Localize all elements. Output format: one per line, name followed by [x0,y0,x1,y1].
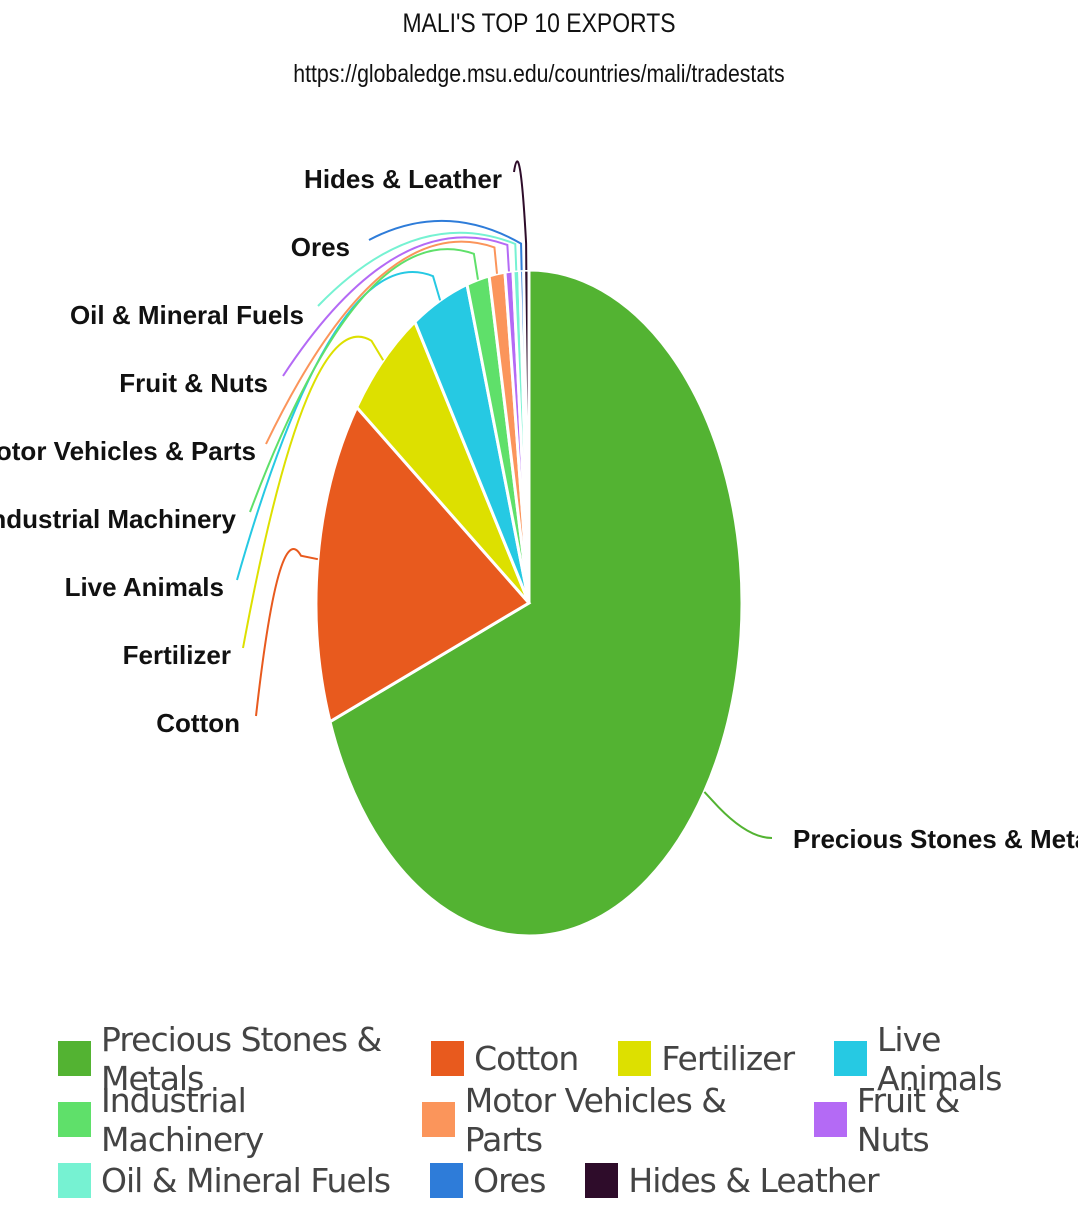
legend-label: Ores [473,1161,546,1200]
slice-label: Industrial Machinery [0,504,237,534]
slice-label: Oil & Mineral Fuels [70,300,304,330]
connector-line [703,791,773,839]
legend-item[interactable]: Cotton [431,1039,579,1078]
legend-item[interactable]: Oil & Mineral Fuels [58,1161,391,1200]
legend-swatch [813,1102,847,1137]
connector-line [317,231,518,307]
legend-swatch [430,1163,464,1198]
legend-item[interactable]: Industrial Machinery [58,1081,382,1159]
legend-swatch [431,1041,465,1076]
connector-line [249,248,479,513]
connector-line [513,160,528,271]
connector-line [282,236,510,377]
slice-label: Live Animals [65,572,224,602]
legend-item[interactable]: Hides & Leather [585,1161,880,1200]
slice-label: Fertilizer [123,640,231,670]
chart-subtitle: https://globaledge.msu.edu/countries/mal… [293,60,785,88]
legend-swatch [421,1102,455,1137]
legend-item[interactable]: Ores [430,1161,546,1200]
legend-item[interactable]: Live Animals [834,1020,1018,1098]
legend-label: Fruit & Nuts [856,1080,960,1159]
legend-row: Industrial Machinery Motor Vehicles & Pa… [58,1081,1058,1159]
legend-swatch [834,1041,868,1076]
slice-label: Precious Stones & Metals [793,824,1078,854]
legend-label: Motor Vehicles & Parts [464,1080,727,1159]
legend-swatch [58,1163,91,1198]
pie-chart: Precious Stones & Metals Cotton Fertilizer… [0,160,1078,938]
connector-line [242,335,385,649]
legend-item[interactable]: Precious Stones & Metals [58,1020,391,1098]
slice-label: Motor Vehicles & Parts [0,436,256,466]
legend-label: Precious Stones & Metals [101,1019,382,1098]
legend-label: Hides & Leather [628,1161,879,1200]
legend-swatch [58,1102,91,1137]
slice-label: Ores [291,232,350,262]
legend: Precious Stones & Metals Cotton Fertiliz… [58,1020,1058,1211]
legend-item[interactable]: Fertilizer [618,1039,795,1078]
legend-swatch [58,1041,91,1076]
connector-line [368,219,523,271]
connector-line [255,548,319,717]
chart-title: MALI'S TOP 10 EXPORTS [402,8,676,38]
legend-label: Industrial Machinery [101,1080,264,1159]
pie-slice[interactable] [314,404,532,725]
slice-label: Cotton [156,708,240,738]
slice-label: Hides & Leather [304,164,502,194]
legend-item[interactable]: Motor Vehicles & Parts [421,1080,774,1159]
legend-swatch [618,1041,652,1076]
legend-item[interactable]: Fruit & Nuts [813,1080,1018,1159]
legend-label: Live Animals [877,1019,1002,1098]
connector-line [265,240,498,445]
legend-row: Precious Stones & Metals Cotton Fertiliz… [58,1020,1058,1098]
legend-label: Cotton [474,1039,579,1078]
pie-slice[interactable] [354,319,531,604]
slice-label: Fruit & Nuts [119,368,268,398]
legend-label: Fertilizer [661,1039,795,1078]
legend-label: Oil & Mineral Fuels [101,1161,391,1200]
legend-swatch [585,1163,619,1198]
connector-line [236,271,442,581]
legend-row: Oil & Mineral Fuels Ores Hides & Leather [58,1150,1058,1211]
